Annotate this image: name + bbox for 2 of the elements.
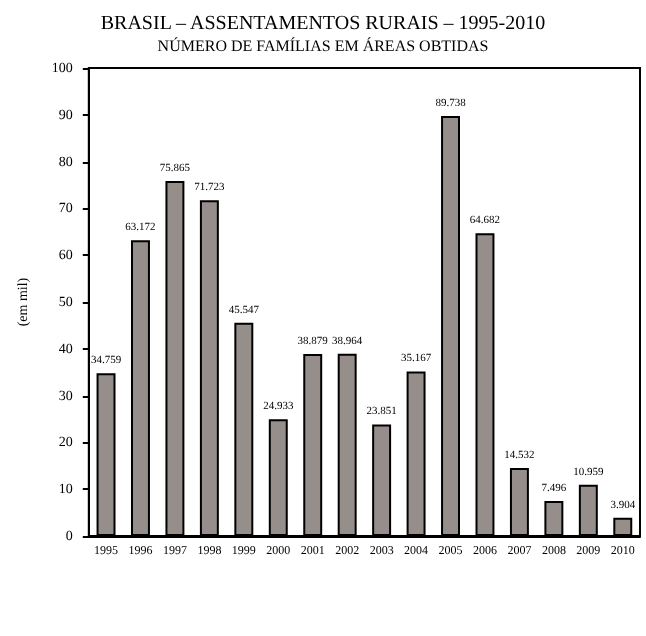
chart-title: BRASIL – ASSENTAMENTOS RURAIS – 1995-2010: [100, 13, 546, 35]
chart-subtitle: NÚMERO DE FAMÍLIAS EM ÁREAS OBTIDAS: [157, 37, 489, 55]
